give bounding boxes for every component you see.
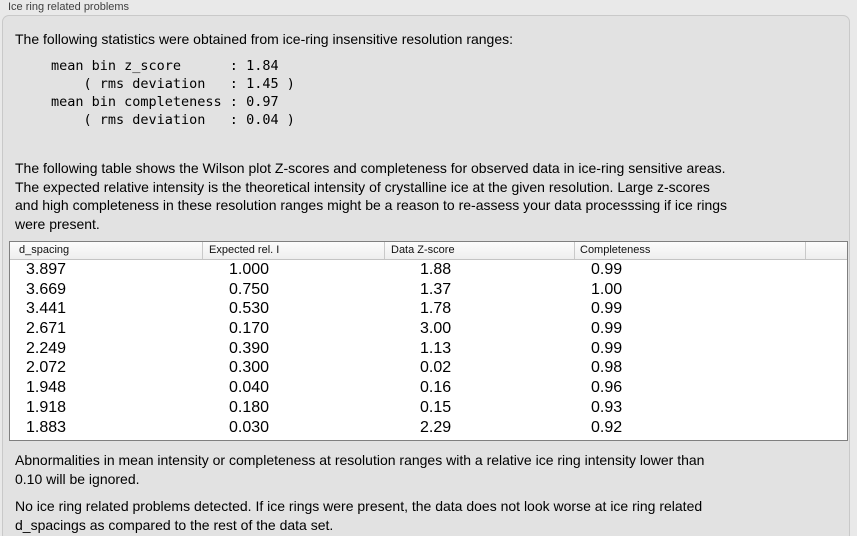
table-cell: 2.29 xyxy=(420,418,452,436)
table-row[interactable]: 3.669 0.750 1.37 1.00 xyxy=(10,279,847,300)
panel-title: Ice ring related problems xyxy=(8,1,130,13)
column-header-expected-rel-i[interactable]: Expected rel. I xyxy=(202,242,384,259)
ignore-note-text: Abnormalities in mean intensity or compl… xyxy=(15,452,705,487)
table-cell: 0.99 xyxy=(591,300,623,318)
table-cell: 0.040 xyxy=(229,379,270,397)
table-cell: 0.750 xyxy=(229,280,270,298)
table-cell: 0.15 xyxy=(420,398,452,416)
table-cell-filler xyxy=(805,378,847,398)
table-cell: 0.180 xyxy=(229,398,270,416)
table-cell: 0.99 xyxy=(591,320,623,338)
table-cell: 2.072 xyxy=(26,359,67,377)
table-row[interactable]: 2.671 0.170 3.00 0.99 xyxy=(10,319,847,339)
table-cell: 0.170 xyxy=(229,320,270,338)
table-header: d_spacing Expected rel. I Data Z-score Comp… xyxy=(10,242,847,260)
table-cell-filler xyxy=(805,280,847,300)
stats-block: mean bin z_score : 1.84 ( rms deviation … xyxy=(51,58,295,128)
table-row[interactable]: 1.948 0.040 0.16 0.96 xyxy=(10,378,847,398)
table-cell-filler xyxy=(805,358,847,378)
table-cell-filler xyxy=(805,260,847,280)
ice-ring-groupbox: The following statistics were obtained f… xyxy=(2,15,850,536)
table-cell-filler xyxy=(805,339,847,359)
table-cell: 0.030 xyxy=(229,418,270,436)
table-cell-filler xyxy=(805,398,847,418)
table-row[interactable]: 1.918 0.180 0.15 0.93 xyxy=(10,397,847,418)
intro-text: The following statistics were obtained f… xyxy=(15,31,514,47)
table-cell: 1.883 xyxy=(26,418,67,436)
table-cell: 0.92 xyxy=(591,418,623,436)
table-cell: 0.300 xyxy=(229,359,270,377)
table-row[interactable]: 3.441 0.530 1.78 0.99 xyxy=(10,299,847,320)
table-cell: 1.37 xyxy=(420,280,452,298)
column-header-completeness[interactable]: Completeness xyxy=(574,242,805,259)
table-cell-filler xyxy=(805,418,847,438)
table-cell: 1.00 xyxy=(591,280,623,298)
table-cell: 3.00 xyxy=(420,320,452,338)
table-body: 3.897 1.000 1.88 0.99 3.669 0.750 1.37 1.00 3.44… xyxy=(10,260,847,438)
column-header-d-spacing[interactable]: d_spacing xyxy=(19,244,70,256)
conclusion-text: No ice ring related problems detected. I… xyxy=(15,498,703,533)
table-row[interactable]: 3.897 1.000 1.88 0.99 xyxy=(10,260,847,280)
table-cell: 2.671 xyxy=(26,320,67,338)
table-cell-filler xyxy=(805,319,847,339)
table-cell: 0.99 xyxy=(591,339,623,357)
table-row[interactable]: 2.072 0.300 0.02 0.98 xyxy=(10,358,847,379)
table-cell: 0.530 xyxy=(229,300,270,318)
table-cell: 1.13 xyxy=(420,339,452,357)
table-row[interactable]: 1.883 0.030 2.29 0.92 xyxy=(10,417,847,438)
table-cell: 1.918 xyxy=(26,398,67,416)
table-cell: 3.441 xyxy=(26,300,67,318)
table-cell: 0.96 xyxy=(591,379,623,397)
table-cell: 0.98 xyxy=(591,359,623,377)
table-cell: 1.88 xyxy=(420,261,452,278)
table-cell: 0.16 xyxy=(420,379,452,397)
table-cell: 1.000 xyxy=(229,261,270,278)
description-text: The following table shows the Wilson plo… xyxy=(15,160,728,232)
table-row[interactable]: 2.249 0.390 1.13 0.99 xyxy=(10,338,847,359)
table-cell: 3.897 xyxy=(26,261,67,278)
table-cell: 1.78 xyxy=(420,300,452,318)
table-cell: 0.99 xyxy=(591,261,623,278)
column-header-data-z-score[interactable]: Data Z-score xyxy=(384,242,574,259)
ice-ring-table: d_spacing Expected rel. I Data Z-score Comp… xyxy=(9,241,848,441)
table-cell: 0.02 xyxy=(420,359,452,377)
table-cell: 3.669 xyxy=(26,280,67,298)
column-header-filler xyxy=(805,242,847,259)
table-cell: 1.948 xyxy=(26,379,67,397)
table-cell-filler xyxy=(805,299,847,319)
table-cell: 0.93 xyxy=(591,398,623,416)
table-cell: 2.249 xyxy=(26,339,67,357)
table-cell: 0.390 xyxy=(229,339,270,357)
